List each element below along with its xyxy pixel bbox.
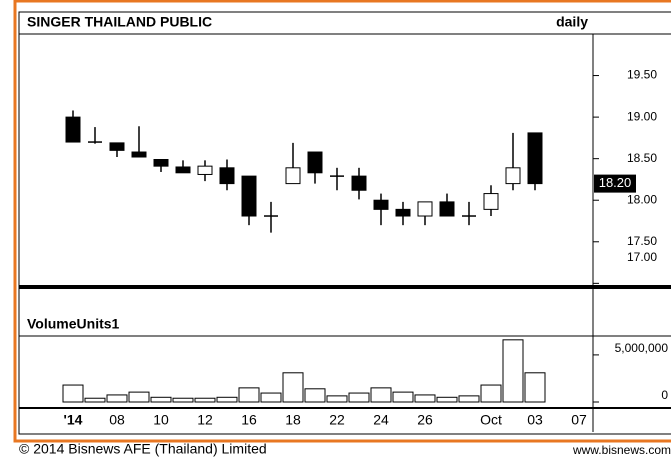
- last-price-box: [594, 174, 636, 193]
- candle-body: [417, 201, 433, 217]
- y-tick-label: 17.00: [627, 250, 657, 264]
- volume-bar: [84, 397, 106, 403]
- x-tick-label: 12: [197, 412, 213, 428]
- volume-bar: [524, 372, 546, 403]
- footer-right: www.bisnews.com: [572, 443, 671, 457]
- last-price-label: 18.20: [599, 175, 632, 190]
- volume-title: VolumeUnits1: [27, 316, 120, 332]
- x-tick-label: Oct: [480, 412, 502, 428]
- volume-bar: [480, 384, 502, 403]
- candle-body: [373, 199, 389, 210]
- candle-body: [483, 193, 499, 210]
- candle-body: [109, 142, 125, 151]
- volume-bar: [106, 394, 128, 403]
- candle-body: [65, 116, 81, 143]
- x-tick-label: 26: [417, 412, 433, 428]
- y-tick-label: 18.50: [627, 151, 657, 165]
- volume-bar: [150, 396, 172, 403]
- candle-body: [307, 151, 323, 174]
- volume-bar: [326, 395, 348, 403]
- volume-bar: [194, 397, 216, 403]
- x-tick-label: 08: [109, 412, 125, 428]
- volume-bar: [502, 339, 524, 403]
- x-tick-label: 10: [153, 412, 169, 428]
- volume-bar: [62, 384, 84, 403]
- y-tick-label: 0: [661, 388, 668, 402]
- volume-bar: [216, 396, 238, 403]
- y-tick-label: 19.00: [627, 109, 657, 123]
- volume-bar: [282, 372, 304, 403]
- candle-body: [197, 165, 213, 175]
- candle-body: [285, 167, 301, 185]
- candle-body: [439, 201, 455, 217]
- x-tick-label: 18: [285, 412, 301, 428]
- period: daily: [556, 14, 588, 30]
- volume-bar: [436, 396, 458, 403]
- footer: © 2014 Bisnews AFE (Thailand) Limited: [19, 441, 267, 457]
- chart-title: SINGER THAILAND PUBLIC: [27, 14, 212, 30]
- candle-body: [241, 175, 257, 217]
- volume-bar: [304, 388, 326, 403]
- volume-bar: [238, 387, 260, 403]
- candle-body: [395, 208, 411, 217]
- frame: [18, 11, 671, 435]
- y-tick-label: 19.50: [627, 68, 657, 82]
- x-tick-label: 24: [373, 412, 389, 428]
- frame-border: [13, 0, 671, 443]
- volume-bar: [370, 387, 392, 403]
- volume-bar: [392, 391, 414, 403]
- volume-bar: [348, 392, 370, 403]
- y-tick-label: 5,000,000: [615, 341, 669, 355]
- candle-body: [505, 167, 521, 185]
- y-tick-label: 18.00: [627, 192, 657, 206]
- candle-body: [175, 166, 191, 174]
- candle-body: [351, 175, 367, 191]
- candle-body: [131, 151, 147, 158]
- volume-bar: [172, 397, 194, 403]
- y-tick-label: 17.50: [627, 234, 657, 248]
- x-tick-label: '14: [64, 412, 83, 428]
- volume-bar: [458, 395, 480, 403]
- x-tick-label: 22: [329, 412, 345, 428]
- x-tick-label: 16: [241, 412, 257, 428]
- x-tick-label: 03: [527, 412, 543, 428]
- volume-bar: [414, 394, 436, 403]
- volume-bar: [128, 391, 150, 403]
- candle-body: [219, 167, 235, 185]
- candle-body: [153, 159, 169, 167]
- x-tick-label: 07: [571, 412, 587, 428]
- candle-body: [527, 132, 543, 185]
- volume-bar: [260, 392, 282, 403]
